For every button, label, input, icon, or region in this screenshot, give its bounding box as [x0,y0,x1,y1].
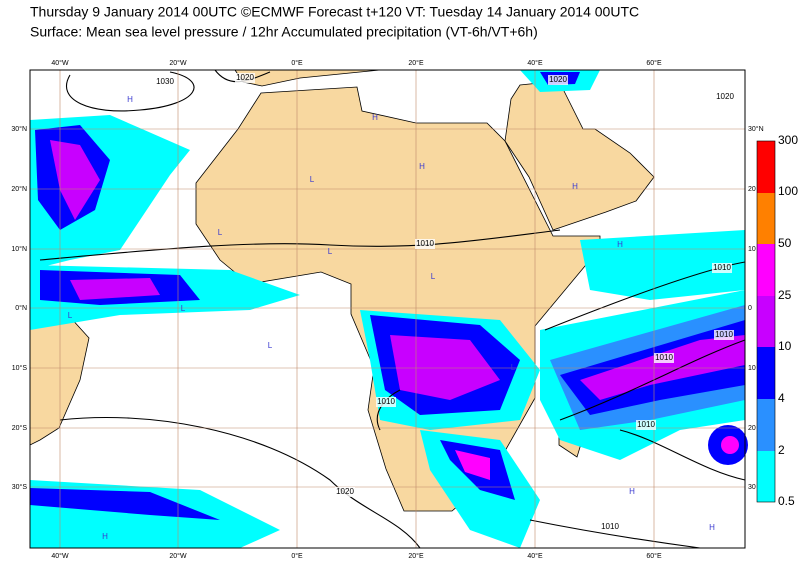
latitude-label: 0 [748,305,752,312]
legend-swatch [757,244,775,296]
longitude-label: 60°E [646,552,662,560]
pressure-center: H [102,532,108,541]
legend-swatch [757,347,775,399]
latitude-label: 30°S [12,483,28,491]
longitude-label: 40°E [527,59,543,67]
pressure-center: H [127,95,133,104]
isobar-label-bg [714,330,734,340]
isobar-label-bg [548,75,568,85]
legend-swatch [757,451,775,502]
longitude-label: 20°E [408,552,424,560]
isobar-label: 1020 [716,92,734,101]
arabia [504,80,655,231]
legend-label: 50 [778,236,792,250]
pressure-center: L [68,311,73,320]
isobar-label: 1010 [377,397,395,406]
latitude-label: 30°N [11,125,27,133]
legend-swatch [757,296,775,347]
isobar-label-bg [335,487,355,497]
legend-swatch [757,141,775,193]
subtitle: Surface: Mean sea level pressure / 12hr … [30,24,538,40]
pressure-center: L [310,175,315,184]
longitude-label: 20°W [169,552,187,560]
isobar-label: 1010 [416,239,434,248]
longitude-label: 20°E [408,59,424,67]
longitude-label: 40°W [51,59,69,67]
legend-swatch [757,399,775,451]
legend-label: 2 [778,443,785,457]
latitude-label: 10 [748,246,756,253]
isobar-label-bg [155,77,175,87]
longitude-label: 0°E [291,59,303,67]
isobar-label: 1010 [715,330,733,339]
isobar-label: 1020 [236,73,254,82]
isobar-label: 1030 [156,77,174,86]
latitude-label: 30 [748,484,756,491]
legend-swatch [757,193,775,244]
legend-frame [756,140,776,503]
isobar-label-bg [235,73,255,83]
legend-label: 0.5 [778,494,795,508]
isobar-label-bg [415,239,435,249]
legend-label: 25 [778,288,792,302]
pressure-center: L [218,228,223,237]
isobar-label-bg [654,353,674,363]
map-frame [29,69,746,549]
latitude-label: 20 [748,425,756,432]
isobar-label-bg [600,522,620,532]
pressure-center: L [511,363,516,372]
latitude-label: 20°S [12,424,28,432]
longitude-label: 0°E [291,552,303,560]
isobar-label-bg [715,92,735,102]
precipitation [30,70,748,548]
legend [756,140,776,503]
longitude-label: 20°W [169,59,187,67]
title: Thursday 9 January 2014 00UTC ©ECMWF For… [30,4,639,20]
longitude-label: 40°W [51,552,69,560]
pressure-center: L [181,304,186,313]
isobar-label-bg [636,420,656,430]
pressure-center: L [268,341,273,350]
isobar-label-bg [712,263,732,273]
latitude-label: 10 [748,365,756,372]
longitude-label: 40°E [527,552,543,560]
pressure-center: H [572,182,578,191]
latitude-label: 10°S [12,364,28,372]
isobar-label: 1010 [713,263,731,272]
isobar-label: 1010 [637,420,655,429]
legend-label: 100 [778,184,798,198]
latitude-label: 20°N [11,185,27,193]
graticule [30,70,745,548]
pressure-center: H [709,523,715,532]
isobar-label: 1020 [336,487,354,496]
legend-label: 300 [778,133,798,147]
latitude-label: 0°N [15,304,27,312]
map [29,69,748,549]
pressure-center: H [372,113,378,122]
isobar-label-bg [376,397,396,407]
pressure-center: H [419,162,425,171]
longitude-label: 60°E [646,59,662,67]
legend-label: 4 [778,391,785,405]
pressure-center: L [328,247,333,256]
isobar-label: 1010 [601,522,619,531]
pressure-center: H [617,240,623,249]
latitude-label: 30°N [748,125,764,133]
pressure-center: H [629,487,635,496]
isobar-label: 1020 [549,75,567,84]
latitude-label: 10°N [11,245,27,253]
legend-label: 10 [778,339,792,353]
pressure-center: L [431,272,436,281]
isobar-label: 1010 [655,353,673,362]
latitude-label: 20 [748,186,756,193]
